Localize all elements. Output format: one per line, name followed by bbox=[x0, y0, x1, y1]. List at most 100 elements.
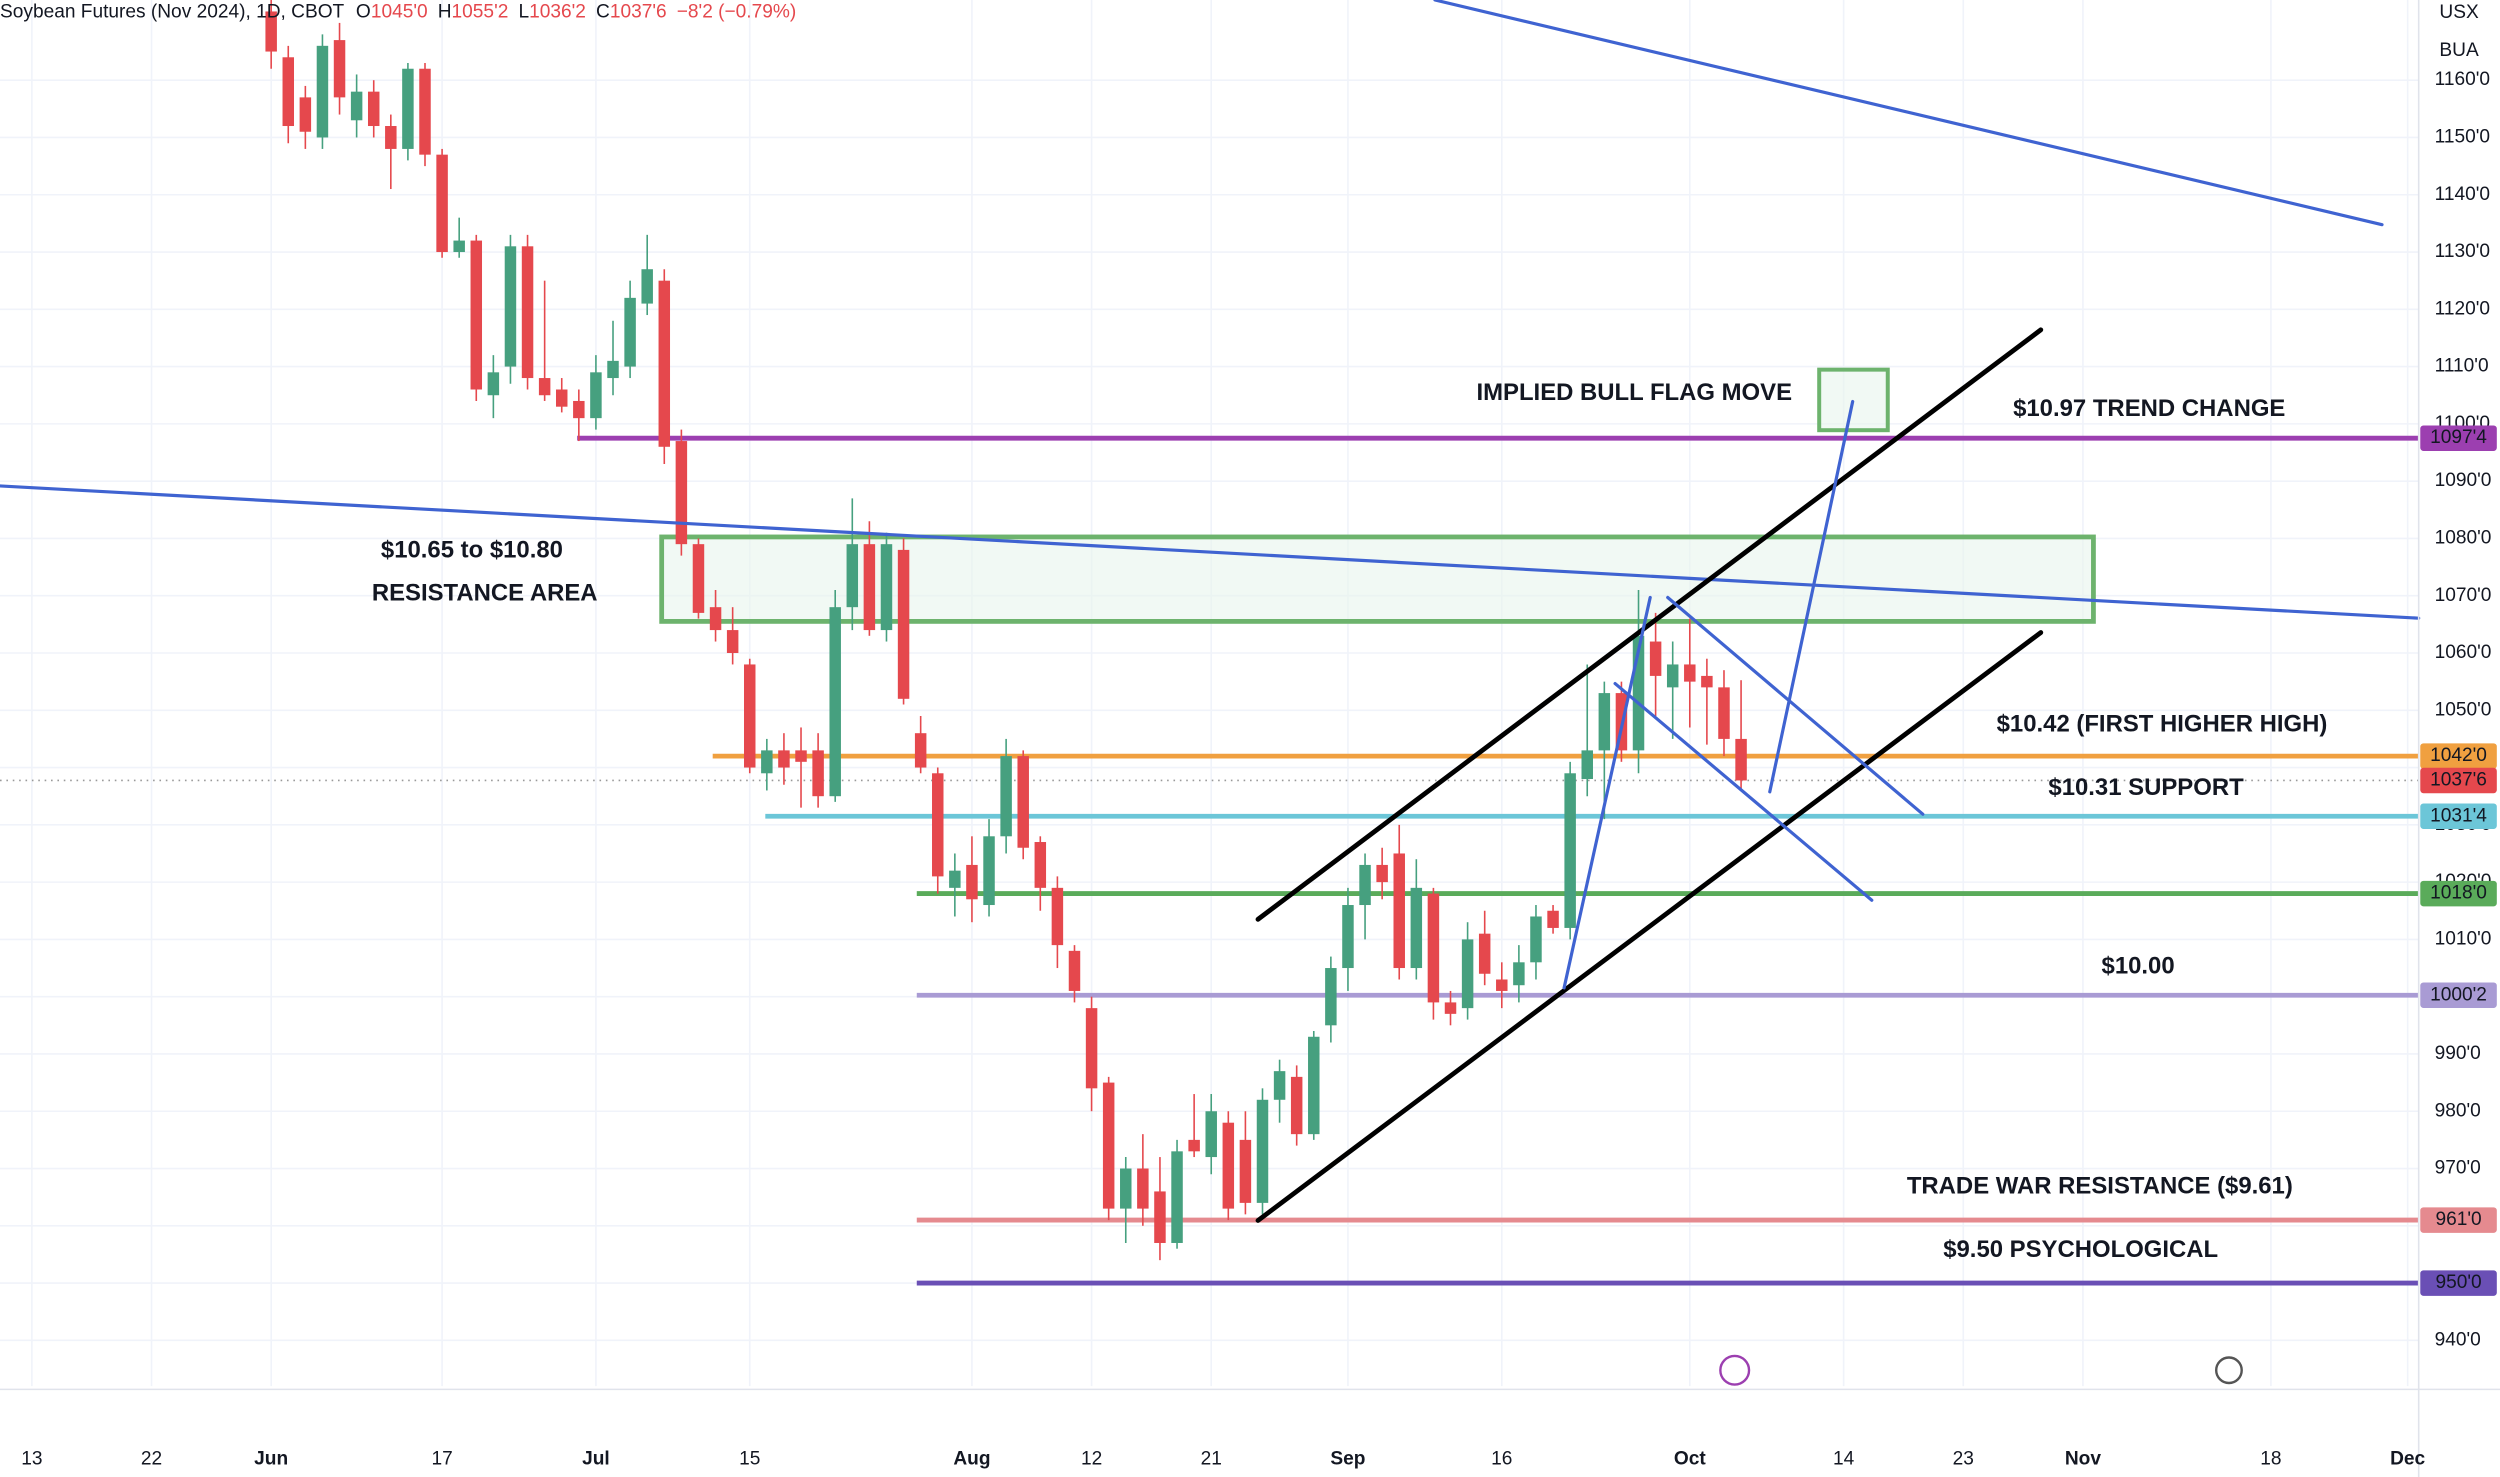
candle-body bbox=[863, 544, 876, 631]
candle-body bbox=[624, 297, 636, 367]
candle-body bbox=[1581, 750, 1593, 780]
candle-body bbox=[709, 607, 722, 631]
candle-body bbox=[1085, 1008, 1098, 1089]
candle-body bbox=[1017, 756, 1029, 848]
x-tick-label: 23 bbox=[1953, 1449, 1974, 1470]
annotation: TRADE WAR RESISTANCE ($9.61) bbox=[1907, 1172, 2293, 1199]
annotation: $10.00 bbox=[2102, 952, 2175, 979]
candle-body bbox=[1068, 950, 1081, 991]
trend-line bbox=[0, 484, 2421, 620]
x-tick-label: Sep bbox=[1330, 1449, 1365, 1470]
x-tick-label: 16 bbox=[1491, 1449, 1512, 1470]
candle-body bbox=[658, 280, 671, 447]
y-tick-label: 1010'0 bbox=[2435, 928, 2492, 949]
annotation: $10.42 (FIRST HIGHER HIGH) bbox=[1997, 710, 2328, 737]
candle-body bbox=[1393, 853, 1405, 969]
candle-body bbox=[949, 870, 961, 888]
candle-body bbox=[1701, 675, 1713, 688]
candle-body bbox=[419, 68, 431, 155]
y-tick-label: 1120'0 bbox=[2435, 298, 2490, 319]
candle-body bbox=[555, 389, 568, 407]
candle-body bbox=[1102, 1082, 1115, 1209]
price-badge-label: 1097'4 bbox=[2430, 427, 2487, 448]
x-tick-label: 14 bbox=[1833, 1449, 1855, 1470]
candle-body bbox=[1666, 664, 1679, 688]
y-tick-label: 1070'0 bbox=[2435, 585, 2492, 606]
candle-body bbox=[1308, 1036, 1320, 1135]
event-icon[interactable] bbox=[1719, 1354, 1751, 1386]
candle-body bbox=[470, 240, 483, 390]
y-tick-label: 1080'0 bbox=[2435, 527, 2492, 548]
candle-body bbox=[778, 750, 790, 768]
annotation: $10.97 TREND CHANGE bbox=[2013, 395, 2285, 422]
header-title: Soybean Futures (Nov 2024), 1D, CBOT bbox=[0, 2, 345, 23]
candle-body bbox=[1718, 687, 1730, 739]
event-icon[interactable] bbox=[2215, 1356, 2243, 1385]
candle-body bbox=[1564, 773, 1576, 928]
candle-body bbox=[1051, 887, 1064, 946]
y-tick-label: 1060'0 bbox=[2435, 642, 2492, 663]
candle-body bbox=[1137, 1168, 1149, 1209]
candle-body bbox=[538, 378, 551, 396]
candle-body bbox=[607, 360, 619, 379]
candle-body bbox=[299, 97, 312, 132]
candle-body bbox=[795, 750, 807, 762]
candle-body bbox=[880, 544, 893, 631]
y-tick-label: 1130'0 bbox=[2435, 241, 2490, 262]
candle-body bbox=[692, 544, 705, 613]
channel-line bbox=[1255, 327, 2044, 922]
candle-body bbox=[1410, 887, 1423, 969]
candle-body bbox=[1188, 1139, 1200, 1152]
axes: 940'0950'0960'0970'0980'0990'01000'01010… bbox=[21, 69, 2497, 1470]
header-value: 1055'2 bbox=[452, 2, 509, 23]
candle-body bbox=[726, 630, 739, 653]
candle-body bbox=[1649, 641, 1662, 676]
candle-body bbox=[282, 57, 295, 127]
candle-body bbox=[675, 441, 688, 545]
x-tick-label: 18 bbox=[2260, 1449, 2281, 1470]
candle-body bbox=[914, 733, 927, 768]
candle-body bbox=[265, 11, 277, 52]
price-badge bbox=[2420, 425, 2497, 451]
price-badge bbox=[2420, 880, 2497, 907]
price-badge-label: 1000'2 bbox=[2430, 984, 2487, 1005]
x-tick-label: Oct bbox=[1674, 1449, 1707, 1470]
x-tick-label: Jul bbox=[582, 1449, 610, 1470]
candle-body bbox=[1000, 756, 1012, 837]
y-tick-label: 1110'0 bbox=[2435, 356, 2489, 377]
x-tick-label: 22 bbox=[141, 1449, 162, 1470]
candle-body bbox=[744, 664, 756, 768]
candle-body bbox=[1513, 962, 1525, 986]
header-change: −8'2 (−0.79%) bbox=[677, 2, 796, 23]
header-key: O bbox=[356, 2, 371, 23]
x-tick-label: 12 bbox=[1081, 1449, 1102, 1470]
price-badge-label: 961'0 bbox=[2435, 1209, 2481, 1230]
y-tick-label: 1050'0 bbox=[2435, 699, 2492, 720]
price-badge bbox=[2420, 1207, 2497, 1233]
price-badge bbox=[2420, 743, 2497, 769]
candle-body bbox=[1478, 933, 1491, 974]
price-badge bbox=[2420, 767, 2497, 794]
y-tick-label: 1160'0 bbox=[2435, 69, 2490, 90]
x-tick-label: Dec bbox=[2390, 1449, 2425, 1470]
header-value: 1036'2 bbox=[529, 2, 586, 23]
price-badge bbox=[2420, 1270, 2497, 1296]
candle-body bbox=[1273, 1071, 1286, 1100]
candle-body bbox=[333, 40, 346, 98]
candle-body bbox=[1359, 864, 1371, 906]
y-tick-label: 940'0 bbox=[2435, 1329, 2481, 1350]
candle-body bbox=[1444, 1002, 1457, 1014]
candle-body bbox=[1205, 1111, 1217, 1158]
candle-body bbox=[897, 549, 910, 699]
x-tick-label: Aug bbox=[953, 1449, 990, 1470]
annotation: RESISTANCE AREA bbox=[372, 580, 598, 607]
candle-body bbox=[1154, 1191, 1166, 1243]
candles bbox=[265, 0, 1747, 1261]
candle-body bbox=[1632, 635, 1645, 751]
trend-line bbox=[1433, 0, 2384, 227]
y-tick-label: 980'0 bbox=[2435, 1100, 2481, 1121]
header: Soybean Futures (Nov 2024), 1D, CBOT O 10… bbox=[0, 2, 796, 23]
candle-body bbox=[1461, 939, 1474, 1009]
x-tick-label: 15 bbox=[739, 1449, 760, 1470]
header-value: 1037'6 bbox=[610, 2, 667, 23]
